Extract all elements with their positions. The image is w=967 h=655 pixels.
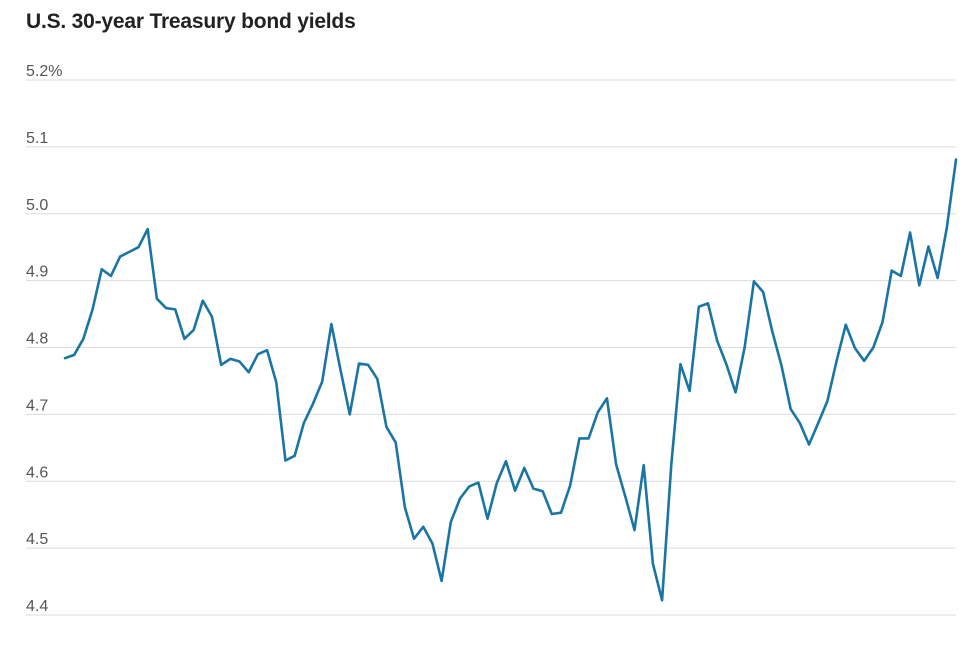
y-tick-label: 5.0 [26,197,48,214]
y-tick-label: 4.4 [26,598,48,615]
y-axis-tick-labels: 5.2% 5.1 5.0 4.9 4.8 4.7 4.6 4.5 4.4 [26,63,62,615]
y-tick-label: 4.8 [26,331,48,348]
y-gridlines [26,79,956,616]
series-line [63,158,958,602]
y-tick-label: 5.2% [26,63,62,80]
chart-title: U.S. 30-year Treasury bond yields [26,10,356,33]
y-tick-label: 5.1 [26,130,48,147]
series-group [63,158,958,602]
y-tick-label: 4.7 [26,397,48,414]
y-tick-label: 4.9 [26,264,48,281]
y-tick-label: 4.5 [26,531,48,548]
y-tick-label: 4.6 [26,464,48,481]
